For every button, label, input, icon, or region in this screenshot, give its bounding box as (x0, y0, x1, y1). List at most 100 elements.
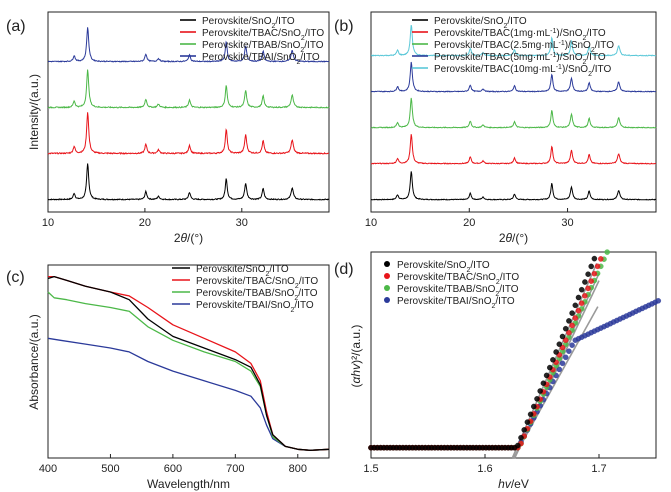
panel-c-absorbance-chart: 400 500 600 700 800 Wavelength/nm (c) Absorbanc… (6, 264, 330, 491)
panel-label: (b) (334, 18, 354, 35)
data-point (588, 263, 594, 270)
data-point (562, 337, 569, 343)
data-point (515, 442, 521, 449)
data-point (655, 298, 662, 304)
legend-entry: Perovskite/TBAI/SnO2/ITO (202, 52, 320, 66)
panel-label: (c) (6, 269, 25, 286)
data-point (585, 271, 591, 277)
data-point (572, 315, 579, 321)
legend-entry: Perovskite/TBAB/SnO2/ITO (397, 284, 519, 298)
x-tick-label: 10 (365, 217, 377, 229)
data-point (531, 403, 537, 410)
legend-entry: Perovskite/SnO2/ITO (434, 16, 527, 30)
legend-entry: Perovskite/TBAC(10mg·mL-1)/SnO2/ITO (434, 64, 611, 78)
legend-entry: Perovskite/TBAC(1mg·mL-1)/SnO2/ITO (434, 28, 606, 42)
data-point (566, 329, 572, 336)
legend-entry: Perovskite/TBAC(5mg·mL-1)/SnO2/ITO (434, 52, 606, 66)
data-point (534, 396, 540, 402)
legend-entry: Perovskite/TBAC(2.5mg·mL-1)/SnO2/ITO (434, 40, 614, 54)
series-line (47, 337, 330, 451)
legend-swatch (384, 285, 390, 291)
legend-entry: Perovskite/TBAC/SnO2/ITO (202, 28, 324, 42)
data-point (591, 270, 598, 277)
data-point (559, 360, 566, 367)
legend-entry: Perovskite/TBAB/SnO2/ITO (202, 40, 324, 54)
legend-entry: Perovskite/SnO2/ITO (196, 264, 289, 278)
y-axis-label: (αhv)²/(a.u.) (349, 325, 363, 388)
series-line (47, 112, 330, 155)
panel-d-tauc-chart: 1.5 1.6 1.7 hv/eV (d) (αhv)²/(a.u.) Perovskite… (334, 249, 662, 491)
legend-entry: Perovskite/TBAC/SnO2/ITO (196, 276, 318, 290)
data-point (588, 278, 594, 284)
x-axis-label: hv/eV (498, 477, 529, 491)
legend-swatch (384, 297, 390, 303)
data-point (556, 366, 563, 373)
legend-swatch (384, 261, 390, 267)
data-point (575, 307, 582, 314)
data-point (553, 349, 559, 355)
data-point (582, 279, 588, 285)
series-line (47, 163, 330, 201)
data-point (537, 388, 543, 394)
panel-label: (d) (334, 261, 354, 278)
data-point (518, 434, 524, 441)
x-tick-label: 20 (463, 217, 475, 229)
data-point (562, 354, 569, 361)
x-tick-label: 20 (139, 217, 151, 229)
data-point (559, 344, 566, 351)
data-point (543, 372, 550, 379)
legend-entry: Perovskite/SnO2/ITO (397, 260, 490, 274)
data-point (566, 348, 572, 354)
data-point (524, 419, 531, 425)
data-point (572, 302, 579, 309)
data-point (527, 411, 534, 418)
series-line (47, 291, 330, 451)
data-point (521, 427, 527, 433)
data-point (569, 322, 575, 329)
series-line (47, 69, 330, 109)
x-axis-label: 2θ/(°) (499, 231, 528, 245)
legend-entry: Perovskite/SnO2/ITO (202, 16, 295, 30)
y-axis-label: Intensity/(a.u.) (27, 74, 41, 150)
x-tick-label: 1.7 (591, 463, 606, 475)
x-tick-label: 1.6 (477, 463, 492, 475)
tangent-line (512, 306, 599, 459)
data-point (575, 294, 582, 301)
plot-frame (370, 11, 657, 213)
x-tick-label: 800 (289, 463, 307, 475)
series-line (371, 24, 657, 57)
legend-entry: Perovskite/TBAB/SnO2/ITO (196, 288, 318, 302)
series-line (370, 134, 657, 165)
panel-a-xrd-chart: 10 20 302θ/(°)Perovskite/SnO2/ITOPerovskit… (6, 11, 330, 245)
legend-entry: Perovskite/TBAI/SnO2/ITO (397, 296, 515, 310)
x-axis-label: Wavelength/nm (147, 477, 230, 491)
panel-b-xrd-chart: 10 20 302θ/(°)Perovskite/SnO2/ITOPerovskit… (334, 11, 657, 245)
series-line (371, 61, 657, 93)
data-point (582, 293, 588, 299)
y-axis-label: Absorbance/(a.u.) (27, 314, 41, 409)
data-point (598, 256, 604, 262)
data-point (569, 342, 575, 348)
series-line (47, 275, 330, 451)
data-point (591, 255, 598, 262)
x-tick-label: 600 (164, 463, 182, 475)
legend-swatch (384, 273, 390, 279)
plot-frame (47, 264, 330, 459)
data-point (569, 310, 575, 316)
data-point (559, 333, 566, 340)
x-tick-label: 400 (39, 463, 57, 475)
x-tick-label: 700 (226, 463, 244, 475)
x-tick-label: 30 (561, 217, 573, 229)
data-point (566, 318, 572, 324)
x-tick-label: 30 (236, 217, 248, 229)
legend-entry: Perovskite/TBAI/SnO2/ITO (196, 300, 314, 314)
series-line (370, 171, 657, 201)
legend-entry: Perovskite/TBAC/SnO2/ITO (397, 272, 519, 286)
panel-label: (a) (6, 18, 26, 35)
data-point (585, 285, 591, 292)
data-point (547, 364, 553, 371)
data-point (562, 325, 569, 332)
series-line (48, 27, 330, 63)
data-point (540, 380, 547, 386)
